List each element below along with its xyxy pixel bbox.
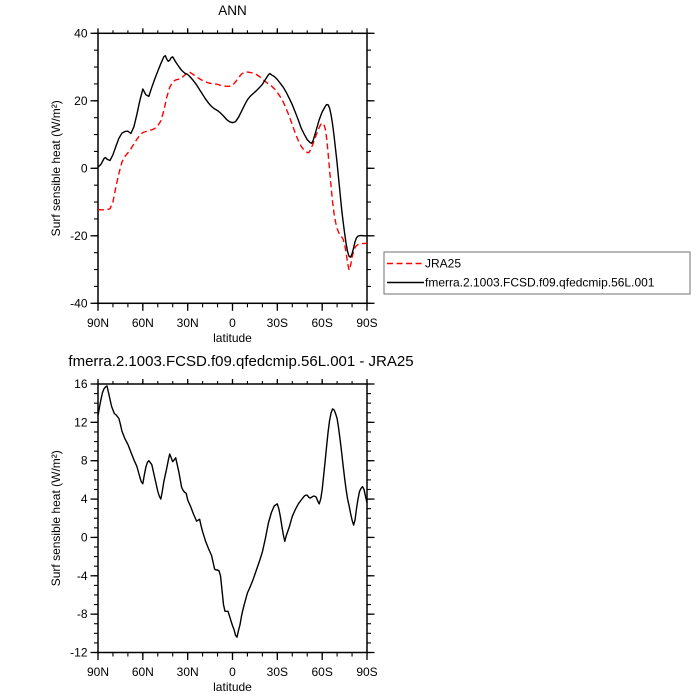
series-line-0	[97, 385, 368, 638]
y-tick-label: 12	[74, 415, 88, 429]
series-line-1	[97, 54, 367, 258]
legend-entry-label: JRA25	[425, 257, 461, 271]
y-tick-label: 0	[81, 530, 88, 544]
legend-entry-label: fmerra.2.1003.FCSD.f09.qfedcmip.56L.001	[425, 276, 655, 290]
y-tick-label: -40	[70, 296, 88, 310]
x-tick-label: 30S	[267, 316, 288, 330]
y-tick-label: -20	[70, 229, 88, 243]
y-tick-label: 40	[74, 26, 88, 40]
ann-chart: 40 20 0 -20 -40 90N 60N 30N 0 30S 60S 90S ANN latitud…	[49, 3, 691, 345]
y-tick-label: 4	[81, 492, 88, 506]
plot-frame	[97, 32, 368, 305]
series-line-0	[97, 71, 368, 271]
x-tick-label: 30N	[177, 316, 199, 330]
y-axis-title: Surf sensible heat (W/m²)	[49, 450, 63, 586]
x-tick-label: 60N	[132, 665, 154, 679]
x-tick-label: 30S	[267, 665, 288, 679]
y-tick-label: -8	[77, 607, 88, 621]
chart-title: ANN	[218, 3, 247, 18]
y-tick-label: 8	[81, 454, 88, 468]
x-tick-label: 90N	[87, 316, 109, 330]
chart-title: fmerra.2.1003.FCSD.f09.qfedcmip.56L.001 …	[68, 353, 413, 370]
y-tick-label: -12	[70, 646, 88, 660]
y-major-ticks: 40 20 0 -20 -40	[70, 26, 375, 310]
x-tick-label: 0	[229, 665, 236, 679]
x-major-ticks: 90N 60N 30N 0 30S 60S 90S	[87, 379, 378, 679]
x-tick-label: 90S	[356, 316, 377, 330]
y-minor-ticks	[94, 32, 371, 304]
legend-box	[383, 251, 691, 295]
x-tick-label: 60N	[132, 316, 154, 330]
x-tick-label: 60S	[311, 316, 332, 330]
x-tick-label: 90N	[87, 665, 109, 679]
x-tick-label: 60S	[311, 665, 332, 679]
y-axis-title: Surf sensible heat (W/m²)	[49, 100, 63, 236]
x-tick-label: 90S	[356, 665, 377, 679]
y-tick-label: 0	[81, 161, 88, 175]
plot-frame	[97, 383, 368, 654]
diff-chart: 16 12 8 4 0 -4 -8 -12 90N 60N 30N 0 30S 60S 90S fmerra.…	[49, 353, 414, 694]
y-major-ticks: 16 12 8 4 0 -4 -8 -12	[70, 377, 375, 660]
x-axis-title: latitude	[213, 331, 252, 345]
y-tick-label: 16	[74, 377, 88, 391]
x-tick-label: 30N	[177, 665, 199, 679]
x-axis-title: latitude	[213, 680, 252, 694]
y-tick-label: 20	[74, 94, 88, 108]
x-minor-ticks	[97, 30, 368, 308]
x-tick-label: 0	[229, 316, 236, 330]
x-major-ticks: 90N 60N 30N 0 30S 60S 90S	[87, 28, 378, 330]
legend: JRA25 fmerra.2.1003.FCSD.f09.qfedcmip.56L…	[383, 251, 691, 295]
y-tick-label: -4	[77, 569, 88, 583]
x-minor-ticks	[97, 381, 368, 657]
